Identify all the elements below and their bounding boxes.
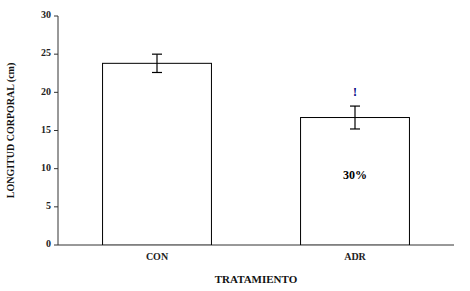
error-cap xyxy=(350,105,360,106)
chart-container: 0 5 10 15 20 25 30 CON ADR 30%! TRATAMIENTO LONGITU… xyxy=(0,0,470,291)
y-tick xyxy=(54,92,58,93)
error-cap xyxy=(152,54,162,55)
y-tick xyxy=(54,16,58,17)
y-tick xyxy=(54,54,58,55)
y-tick-label: 25 xyxy=(41,47,51,58)
chart-svg: 0 5 10 15 20 25 30 CON ADR 30%! TRATAMIENTO LONGITU… xyxy=(0,0,470,291)
error-cap xyxy=(152,72,162,73)
error-cap xyxy=(350,128,360,129)
bar xyxy=(103,63,212,245)
error-bar xyxy=(152,54,162,72)
plot-area xyxy=(103,54,410,245)
y-tick xyxy=(54,168,58,169)
y-tick xyxy=(54,206,58,207)
x-tick-label: CON xyxy=(146,251,169,262)
error-bar xyxy=(350,106,360,129)
y-tick-label: 10 xyxy=(41,162,51,173)
annotation: ! xyxy=(353,85,357,99)
annotation: 30% xyxy=(343,168,367,182)
bar xyxy=(301,118,410,245)
error-stem xyxy=(156,54,157,72)
x-axis-label: TRATAMIENTO xyxy=(215,273,298,285)
y-tick-label: 0 xyxy=(46,238,51,249)
error-stem xyxy=(354,106,355,129)
y-tick-label: 15 xyxy=(41,124,51,135)
y-tick-label: 20 xyxy=(41,86,51,97)
x-tick-label: ADR xyxy=(344,251,366,262)
y-axis-label: LONGITUD CORPORAL (cm) xyxy=(5,63,17,199)
y-tick-label: 30 xyxy=(41,9,51,20)
y-tick xyxy=(54,245,58,246)
y-tick-label: 5 xyxy=(46,200,51,211)
y-tick xyxy=(54,130,58,131)
